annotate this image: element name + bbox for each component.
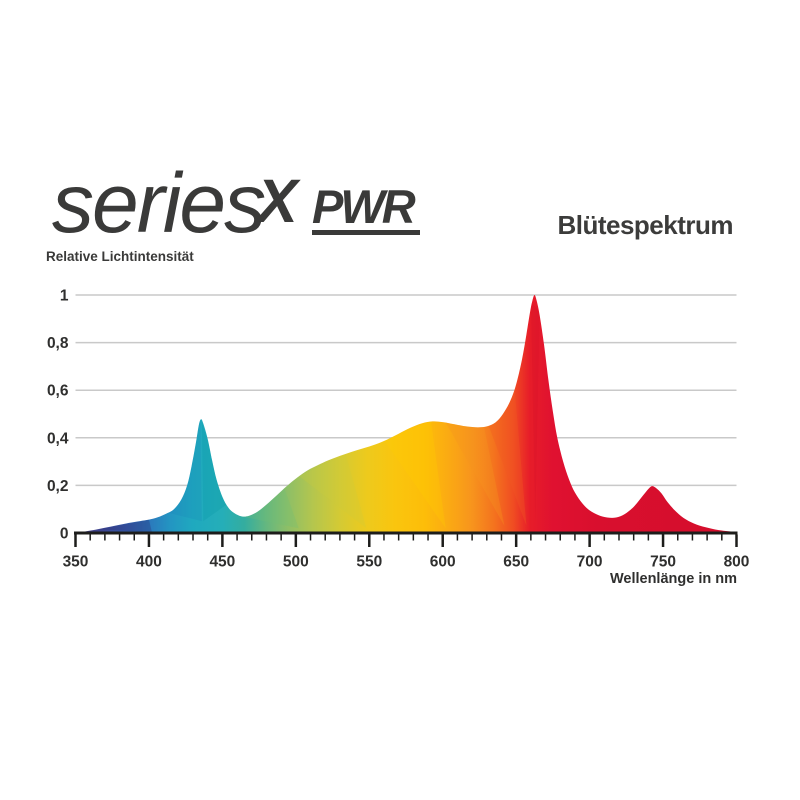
spectrum-facet — [241, 487, 299, 529]
x-tick-label: 400 — [136, 554, 162, 571]
spectrum-facet — [298, 454, 367, 529]
x-tick-label: 500 — [283, 554, 309, 571]
spectrum-area — [75, 295, 737, 533]
y-tick-label: 1 — [60, 288, 69, 305]
spectrum-facets — [99, 302, 540, 533]
x-tick-label: 600 — [430, 554, 456, 571]
x-tick-label: 750 — [650, 554, 676, 571]
x-tick-label: 350 — [63, 554, 89, 571]
spectrum-facet — [99, 519, 152, 533]
spectrum-facet — [488, 390, 527, 526]
spectrum-facet — [168, 419, 202, 522]
spectrum-facet — [201, 421, 227, 522]
logo-series-text: series — [52, 156, 266, 250]
y-tick-label: 0 — [60, 526, 69, 543]
x-axis-title: Wellenlänge in nm — [610, 571, 737, 587]
logo-pwr-text: PWR — [312, 183, 420, 235]
spectrum-facet — [445, 422, 505, 526]
chart-title: Blütespektrum — [557, 210, 733, 240]
x-tick-label: 700 — [577, 554, 603, 571]
x-tick-label: 800 — [724, 554, 750, 571]
x-tick-label: 450 — [209, 554, 235, 571]
x-tick-label: 550 — [356, 554, 382, 571]
logo-x-text: X — [257, 167, 298, 235]
spectrum-facet — [530, 302, 540, 522]
y-tick-label: 0,2 — [47, 478, 69, 495]
x-tick-label: 650 — [503, 554, 529, 571]
y-tick-label: 0,8 — [47, 335, 69, 352]
y-tick-label: 0,6 — [47, 383, 69, 400]
spectrum-facet — [383, 421, 446, 529]
y-tick-label: 0,4 — [47, 430, 69, 447]
y-axis-title: Relative Lichtintensität — [46, 249, 194, 264]
brand-logo: series X PWR — [0, 0, 800, 260]
